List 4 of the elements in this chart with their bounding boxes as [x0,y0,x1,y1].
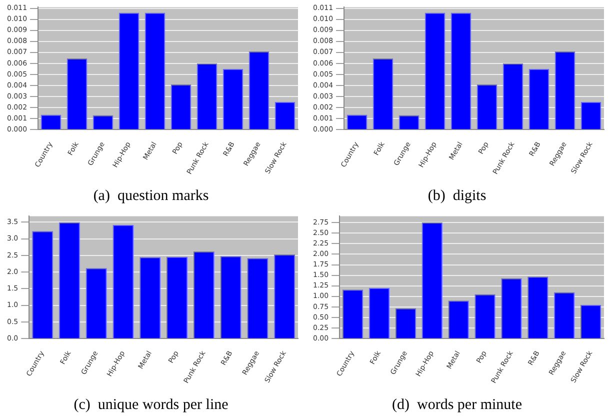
text: (c) unique words per line [74,396,229,413]
text: (d) words per minute [392,396,522,413]
text: (b) digits [428,188,486,204]
text: (a) question marks [93,188,209,204]
